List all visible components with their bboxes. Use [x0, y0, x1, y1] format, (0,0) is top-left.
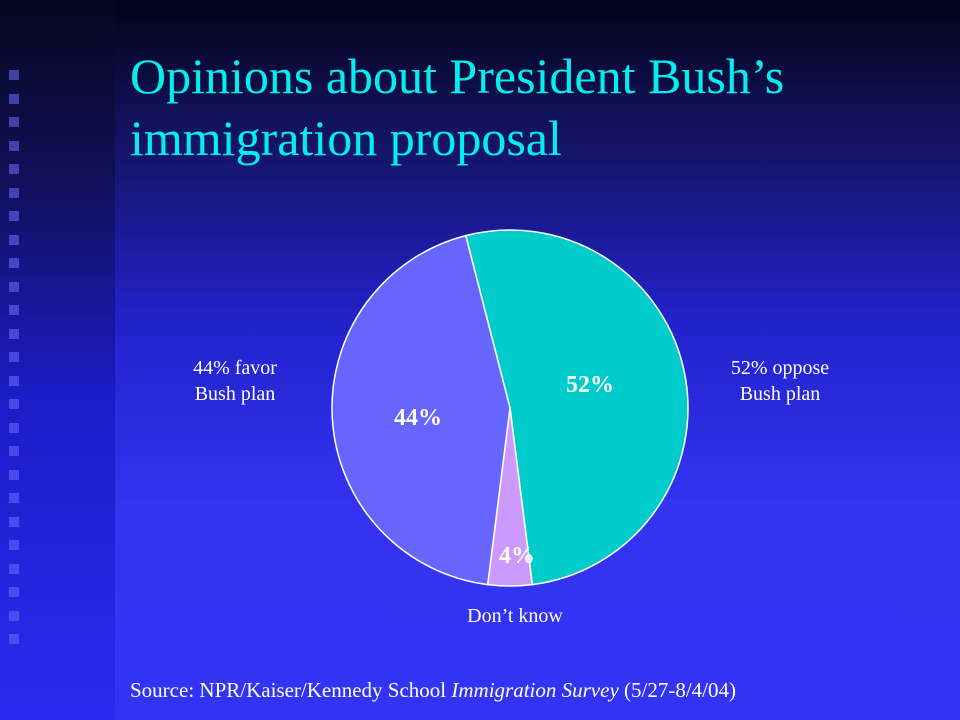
- dont-know-label: Don’t know: [467, 605, 563, 627]
- decorative-square: [9, 540, 19, 550]
- pie-slice-label: 52%: [566, 372, 614, 398]
- pie-slice-label: 4%: [499, 543, 535, 569]
- decorative-square: [9, 493, 19, 503]
- decorative-square: [9, 281, 19, 292]
- decorative-square: [9, 563, 19, 574]
- favor-label: 44% favor Bush plan: [160, 355, 310, 407]
- decorative-square: [9, 469, 19, 480]
- decorative-square: [9, 352, 19, 362]
- pie-slice-label: 44%: [394, 405, 442, 431]
- decorative-square: [9, 328, 19, 339]
- decorative-square: [9, 305, 19, 315]
- decorative-square: [9, 587, 19, 597]
- source-note: Source: NPR/Kaiser/Kennedy School Immigr…: [130, 678, 736, 703]
- favor-label-line1: 44% favor: [193, 357, 277, 379]
- decorative-square: [9, 516, 19, 527]
- source-prefix: Source: NPR/Kaiser/Kennedy School: [130, 678, 452, 702]
- decorative-square: [9, 375, 19, 386]
- favor-label-line2: Bush plan: [194, 383, 276, 405]
- decorative-square: [9, 70, 19, 80]
- oppose-label: 52% oppose Bush plan: [700, 355, 860, 407]
- slide-title: Opinions about President Bush’s immigrat…: [130, 48, 785, 166]
- decorative-square: [9, 422, 19, 433]
- source-dates: (5/27-8/4/04): [618, 678, 736, 702]
- decorative-square: [9, 446, 19, 456]
- decorative-square: [9, 187, 19, 198]
- decorative-square: [9, 258, 19, 268]
- decorative-square: [9, 399, 19, 409]
- source-survey-name: Immigration Survey: [451, 678, 619, 702]
- decorative-square: [9, 140, 19, 151]
- decorative-squares: [9, 70, 25, 670]
- decorative-square: [9, 634, 19, 644]
- decorative-square: [9, 117, 19, 127]
- pie-slice: [331, 234, 511, 586]
- decorative-square: [9, 93, 19, 104]
- decorative-square: [9, 164, 19, 174]
- left-decorative-strip: [0, 0, 115, 720]
- decorative-square: [9, 610, 19, 621]
- oppose-label-line1: 52% oppose: [730, 357, 830, 379]
- decorative-square: [9, 211, 19, 221]
- decorative-square: [9, 234, 19, 245]
- oppose-label-line2: Bush plan: [739, 383, 821, 405]
